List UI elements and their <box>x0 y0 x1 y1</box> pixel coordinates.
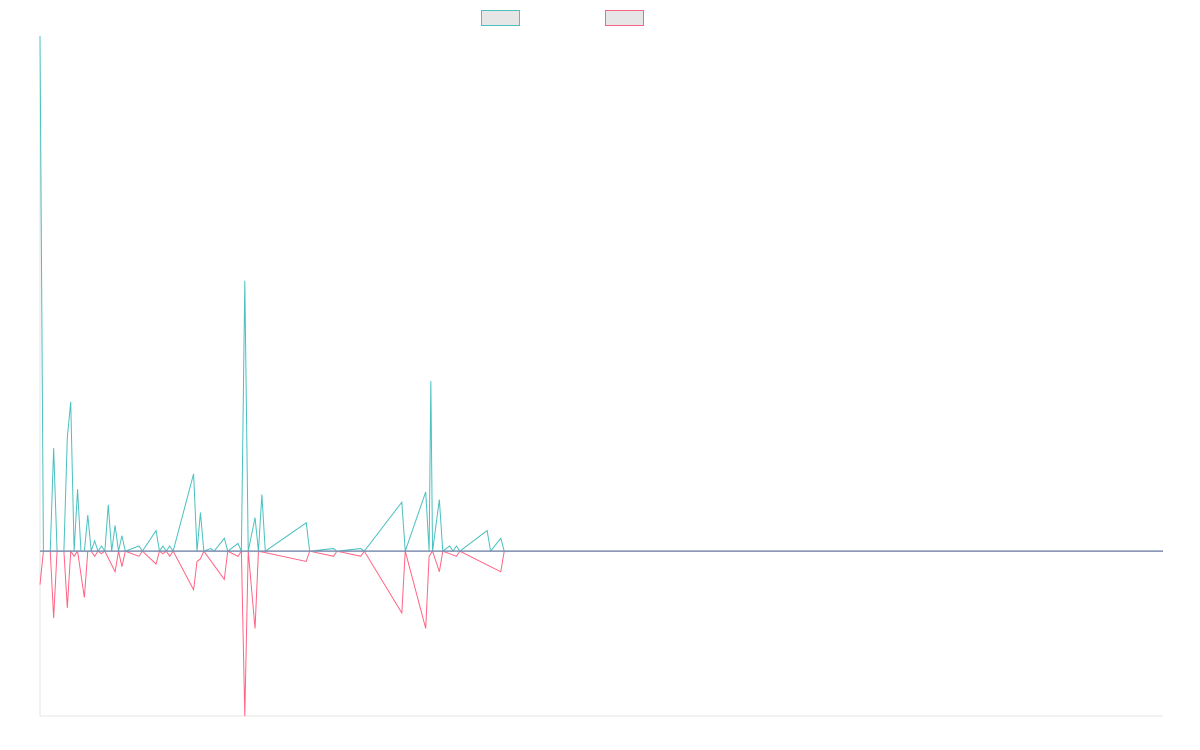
legend-item-series-2[interactable] <box>605 9 650 27</box>
chart-legend <box>0 9 1200 27</box>
legend-item-series-1[interactable] <box>481 9 526 27</box>
plot-area <box>39 35 1163 717</box>
series-line-1[interactable] <box>39 35 1163 553</box>
legend-swatch-series-1 <box>481 10 520 26</box>
series-line-2[interactable] <box>39 549 1163 717</box>
legend-swatch-series-2 <box>605 10 644 26</box>
